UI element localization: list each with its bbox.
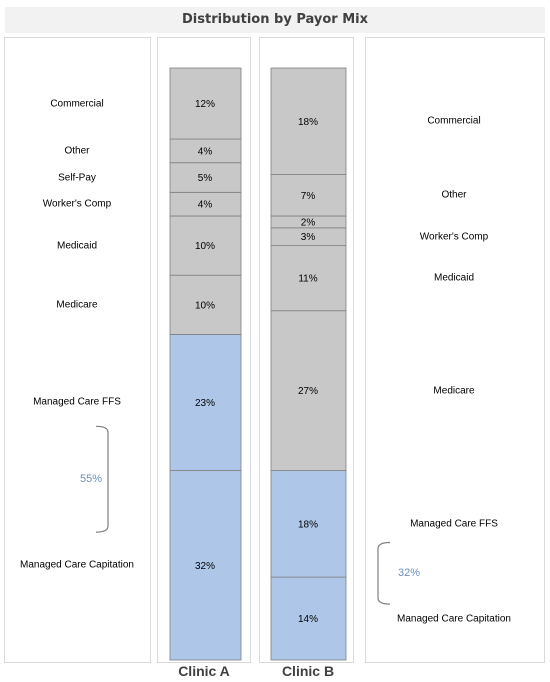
- right-label-managed-care-capitation: Managed Care Capitation: [397, 613, 511, 625]
- bar-segment-clinic-b-medicare: [270, 310, 347, 471]
- left-label-commercial: Commercial: [50, 98, 104, 110]
- bar-segment-clinic-a-medicaid: [169, 215, 242, 276]
- right-label-panel: [365, 37, 545, 663]
- bar-segment-clinic-a-self-pay: [169, 162, 242, 193]
- value-label-clinic-a: 23%: [195, 398, 215, 409]
- managed-care-bracket-clinic-a: [95, 425, 109, 533]
- bar-segment-clinic-b-commercial: [270, 67, 347, 175]
- value-label-clinic-a: 10%: [195, 300, 215, 311]
- left-label-other: Other: [64, 145, 90, 157]
- value-label-clinic-a: 32%: [195, 561, 215, 572]
- left-label-medicare: Medicare: [56, 299, 98, 311]
- left-label-medicaid: Medicaid: [56, 240, 98, 252]
- value-label-clinic-b: 27%: [298, 386, 318, 397]
- value-label-clinic-b: 14%: [298, 614, 318, 625]
- right-label-medicaid: Medicaid: [433, 272, 475, 284]
- value-label-clinic-b: 18%: [298, 117, 318, 128]
- category-label-clinic-a: Clinic A: [178, 663, 230, 679]
- chart-title: Distribution by Payor Mix: [5, 7, 545, 33]
- category-label-clinic-b: Clinic B: [281, 663, 335, 679]
- right-label-worker-s-comp: Worker's Comp: [419, 231, 489, 243]
- value-label-clinic-b: 7%: [301, 191, 316, 202]
- right-label-commercial: Commercial: [427, 115, 481, 127]
- value-label-clinic-a: 5%: [198, 173, 213, 184]
- right-label-other: Other: [441, 189, 467, 201]
- value-label-clinic-a: 10%: [195, 241, 215, 252]
- value-label-clinic-b: 18%: [298, 519, 318, 530]
- value-label-clinic-b: 2%: [301, 217, 316, 228]
- left-label-managed-care-ffs: Managed Care FFS: [33, 396, 121, 408]
- value-label-clinic-a: 4%: [198, 200, 213, 211]
- right-label-managed-care-ffs: Managed Care FFS: [410, 518, 498, 530]
- bar-segment-clinic-a-medicare: [169, 274, 242, 335]
- bar-segment-clinic-b-managed-care-capitation: [270, 576, 347, 661]
- bar-segment-clinic-b-managed-care-ffs: [270, 470, 347, 578]
- bar-segment-clinic-b-other: [270, 174, 347, 217]
- managed-care-total-note-clinic-a: 55%: [79, 473, 103, 486]
- bar-segment-clinic-a-commercial: [169, 67, 242, 140]
- left-label-panel: [4, 37, 151, 663]
- value-label-clinic-a: 12%: [195, 99, 215, 110]
- right-label-medicare: Medicare: [433, 385, 475, 397]
- left-label-managed-care-capitation: Managed Care Capitation: [20, 559, 134, 571]
- value-label-clinic-b: 3%: [301, 232, 316, 243]
- left-label-self-pay: Self-Pay: [58, 172, 96, 184]
- managed-care-total-note-clinic-b: 32%: [397, 567, 421, 580]
- bar-segment-clinic-a-managed-care-capitation: [169, 470, 242, 661]
- managed-care-bracket-clinic-b: [377, 541, 391, 605]
- value-label-clinic-a: 4%: [198, 146, 213, 157]
- left-label-worker-s-comp: Worker's Comp: [42, 198, 112, 210]
- value-label-clinic-b: 11%: [298, 274, 317, 285]
